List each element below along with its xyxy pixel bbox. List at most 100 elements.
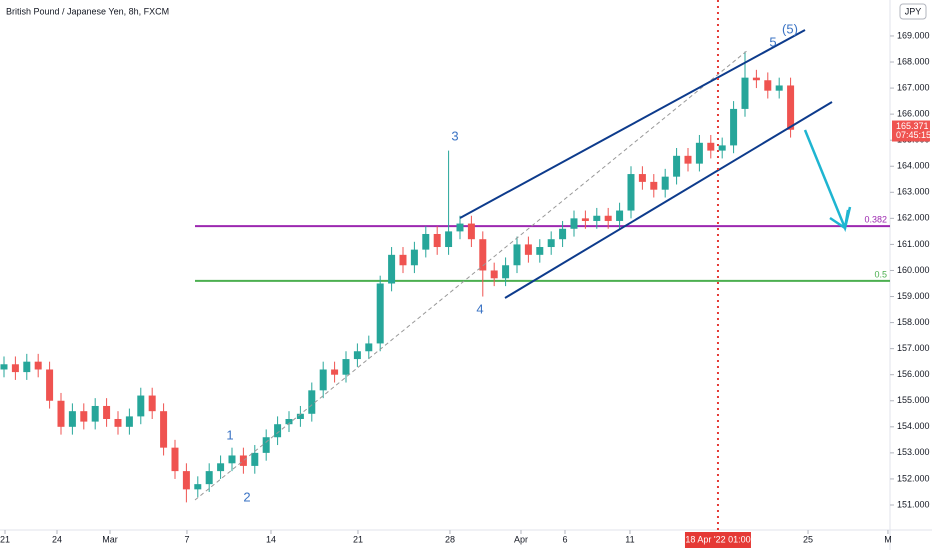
candle-body: [570, 218, 578, 229]
candle-body: [502, 265, 510, 279]
wave-label: 4: [476, 301, 483, 316]
wave-label: 1: [226, 427, 233, 442]
y-tick-label: 162.000: [897, 213, 930, 223]
candle-body: [205, 471, 213, 485]
candle-body: [673, 155, 681, 177]
arrow-head: [829, 209, 850, 231]
candle-body: [262, 437, 270, 453]
fib-level-label: 0.5: [874, 269, 887, 279]
candle-body: [194, 484, 202, 490]
last-price-box: [892, 120, 930, 142]
x-tick-label: 28: [445, 534, 455, 544]
candle-body: [11, 364, 19, 373]
wave-label: 3: [451, 128, 458, 143]
candle-body: [319, 369, 327, 391]
candle-body: [627, 174, 635, 211]
candle-body: [296, 413, 304, 419]
y-tick-label: 166.000: [897, 109, 930, 119]
channel-lower: [504, 101, 833, 299]
currency[interactable]: JPY: [905, 6, 922, 16]
plot: [0, 51, 890, 503]
candle-body: [559, 228, 567, 240]
candle-body: [285, 418, 293, 425]
x-tick-label: 11: [625, 534, 634, 544]
x-tick-label: 6: [562, 534, 567, 544]
candle-body: [365, 343, 373, 352]
candle-body: [399, 254, 407, 266]
y-tick-label: 168.000: [897, 56, 930, 66]
last-price: 165.371: [896, 121, 929, 131]
candle-body: [34, 361, 42, 370]
y-tick-label: 169.000: [897, 30, 930, 40]
candle-body: [547, 239, 555, 248]
candle-body: [217, 463, 225, 472]
y-tick-label: 152.000: [897, 473, 930, 483]
candle-body: [239, 455, 247, 466]
candle-body: [46, 369, 54, 401]
candle-body: [524, 244, 532, 255]
wave-label: (5): [782, 21, 798, 36]
x-tick-label: Mar: [102, 534, 118, 544]
x-tick-label: 14: [266, 534, 276, 544]
candle-body: [274, 424, 282, 438]
candle-body: [513, 244, 521, 266]
x-tick-label: 24: [52, 534, 62, 544]
candle-body: [114, 418, 122, 427]
y-tick-label: 155.000: [897, 395, 930, 405]
x-tick-label: 21: [0, 534, 10, 544]
candle-body: [752, 77, 760, 81]
candle-body: [342, 359, 350, 375]
x-tick-label: Apr: [514, 534, 528, 544]
candle-body: [0, 364, 8, 370]
candle-body: [707, 142, 715, 151]
x-tick-label: M: [884, 534, 892, 544]
candle-body: [650, 181, 658, 190]
y-tick-label: 151.000: [897, 499, 930, 509]
candle-body: [228, 455, 236, 464]
candle-body: [68, 411, 76, 427]
y-tick-label: 167.000: [897, 82, 930, 92]
candle-body: [91, 405, 99, 422]
candle-body: [718, 145, 726, 151]
candle-body: [80, 411, 88, 422]
candle-body: [456, 223, 464, 232]
candle-body: [182, 471, 190, 490]
candle-body: [125, 416, 133, 427]
candle-body: [137, 395, 145, 417]
y-tick-label: 153.000: [897, 447, 930, 457]
y-tick-label: 161.000: [897, 239, 930, 249]
y-tick-label: 158.000: [897, 317, 930, 327]
candle-body: [23, 361, 31, 373]
wave-label: 5: [769, 34, 776, 49]
countdown: 07:45:15: [896, 130, 931, 140]
candle-body: [308, 390, 316, 414]
candle-body: [593, 215, 601, 221]
candle-body: [581, 218, 589, 221]
candle-body: [376, 283, 384, 344]
fib-level-label: 0.382: [864, 215, 887, 225]
candle-body: [638, 174, 646, 182]
candle-body: [741, 77, 749, 109]
currency-box[interactable]: [899, 3, 927, 20]
candle-body: [661, 176, 669, 190]
candle-body: [422, 233, 430, 250]
candle-body: [445, 231, 453, 248]
candle-body: [388, 254, 396, 284]
candle-body: [160, 411, 168, 448]
candle-body: [490, 270, 498, 279]
candle-body: [171, 447, 179, 472]
candle-body: [148, 395, 156, 412]
candle-body: [251, 452, 259, 466]
candle-body: [684, 155, 692, 164]
candle-body: [467, 223, 475, 240]
y-tick-label: 160.000: [897, 265, 930, 275]
crosshair-label-box: [684, 532, 751, 548]
y-tick-label: 159.000: [897, 291, 930, 301]
y-tick-label: 156.000: [897, 369, 930, 379]
y-tick-label: 164.000: [897, 161, 930, 171]
candle-body: [695, 142, 703, 164]
candle-body: [57, 400, 65, 427]
candle-body: [775, 85, 783, 91]
